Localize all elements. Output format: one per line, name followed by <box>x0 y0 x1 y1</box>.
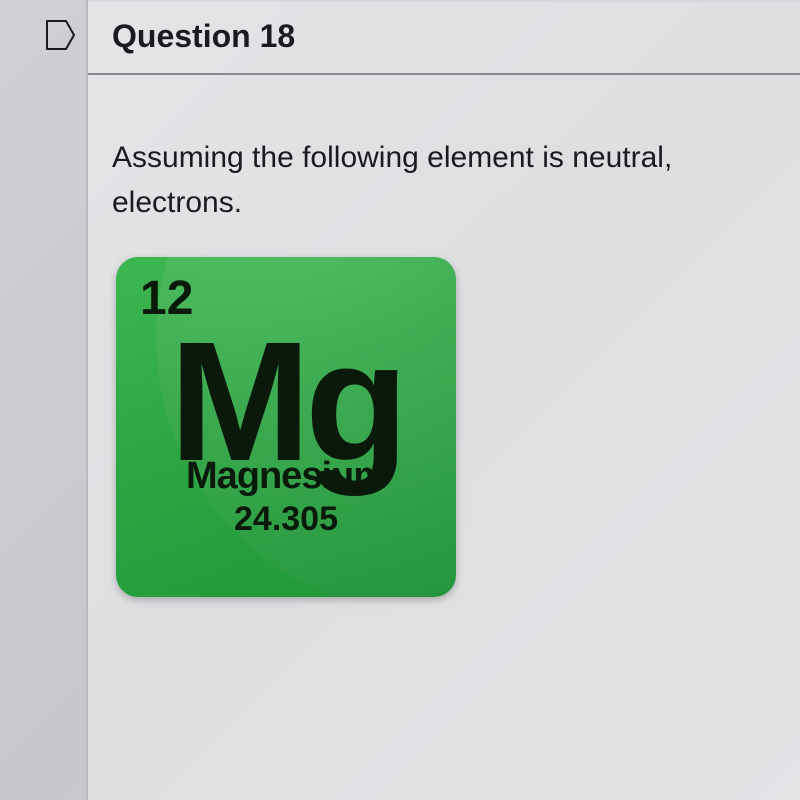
question-text: Assuming the following element is neutra… <box>112 135 800 225</box>
periodic-element-tile: 12 Mg Magnesium 24.305 <box>116 257 456 597</box>
bookmark-icon[interactable] <box>44 18 78 52</box>
content-area: Question 18 Assuming the following eleme… <box>88 0 800 800</box>
left-margin-gutter <box>0 0 88 800</box>
atomic-mass: 24.305 <box>234 500 338 539</box>
question-text-line2: electrons. <box>112 186 242 219</box>
question-title: Question 18 <box>112 18 800 55</box>
question-text-line1: Assuming the following element is neutra… <box>112 141 672 174</box>
question-header: Question 18 <box>88 0 800 75</box>
element-name: Magnesium <box>186 455 386 498</box>
question-body: Assuming the following element is neutra… <box>88 75 800 597</box>
element-content-stack: Mg Magnesium 24.305 <box>116 257 456 597</box>
